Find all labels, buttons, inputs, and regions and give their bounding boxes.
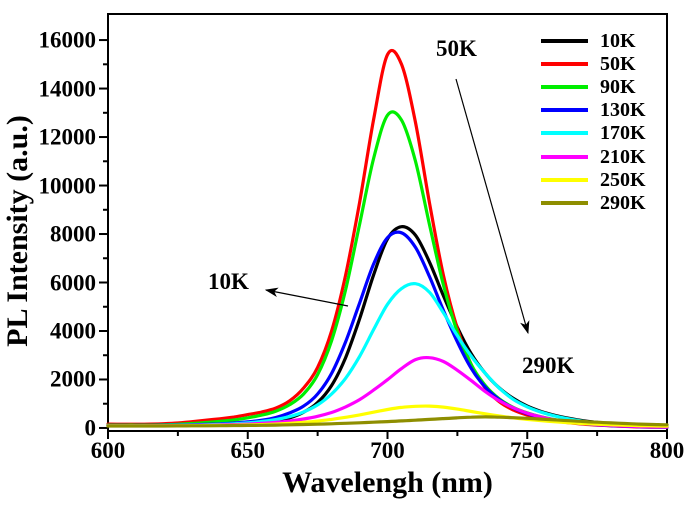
- legend-label-90K: 90K: [600, 75, 636, 98]
- y-tick-label: 16000: [38, 27, 97, 53]
- curve-290K: [106, 415, 669, 428]
- annotation-50k: 50K: [436, 36, 477, 61]
- legend-line-90K: [541, 84, 588, 89]
- legend-line-210K: [541, 154, 588, 159]
- annotation-10k: 10K: [208, 269, 249, 294]
- arrow-to-10k-curve: [264, 287, 349, 307]
- legend-label-170K: 170K: [600, 122, 646, 145]
- curve-210K: [106, 355, 669, 429]
- x-tick-label: 600: [90, 438, 126, 463]
- y-tick-label: 14000: [38, 75, 97, 101]
- y-tick-label: 12000: [38, 124, 97, 150]
- legend-item-10K: 10K: [541, 29, 646, 52]
- legend-label-130K: 130K: [600, 99, 646, 122]
- y-tick-label: 0: [84, 415, 97, 441]
- x-tick-label: 800: [649, 438, 685, 463]
- y-tick-label: 2000: [50, 366, 96, 392]
- arrow-50k-to-290k: [455, 78, 530, 335]
- legend-label-290K: 290K: [600, 191, 646, 214]
- axes-frame: [99, 13, 668, 439]
- x-tick-label: 700: [370, 438, 405, 463]
- x-tick-label: 650: [230, 438, 266, 463]
- legend-item-50K: 50K: [541, 52, 646, 75]
- legend-item-210K: 210K: [541, 145, 646, 168]
- y-axis-title: PL Intensity (a.u.): [1, 115, 34, 347]
- curve-10K: [106, 225, 669, 429]
- legend-item-130K: 130K: [541, 99, 646, 122]
- spectra-curves: [106, 49, 669, 429]
- legend-label-50K: 50K: [600, 52, 636, 75]
- legend-line-50K: [541, 61, 588, 66]
- annotation-290k: 290K: [522, 353, 575, 378]
- legend-item-90K: 90K: [541, 75, 646, 98]
- y-tick-label: 6000: [50, 269, 96, 295]
- x-axis-title: Wavelengh (nm): [282, 466, 493, 499]
- curve-130K: [106, 230, 669, 429]
- legend-label-210K: 210K: [600, 145, 646, 168]
- y-tick-label: 10000: [38, 172, 97, 198]
- y-tick-label: 8000: [50, 221, 96, 247]
- legend-item-170K: 170K: [541, 122, 646, 145]
- legend-label-250K: 250K: [600, 168, 646, 191]
- legend-label-10K: 10K: [600, 29, 636, 52]
- legend-item-290K: 290K: [541, 191, 646, 214]
- legend-line-170K: [541, 131, 588, 136]
- legend-line-290K: [541, 200, 588, 205]
- legend-line-130K: [541, 108, 588, 113]
- legend-item-250K: 250K: [541, 168, 646, 191]
- legend: 10K 50K 90K 130K 170K 210K 250K 290K: [541, 29, 646, 215]
- curve-170K: [106, 281, 669, 429]
- annotation-arrows: [264, 78, 530, 335]
- legend-line-250K: [541, 177, 588, 182]
- x-tick-label: 750: [510, 438, 545, 463]
- y-tick-label: 4000: [50, 318, 96, 344]
- legend-line-10K: [541, 38, 588, 43]
